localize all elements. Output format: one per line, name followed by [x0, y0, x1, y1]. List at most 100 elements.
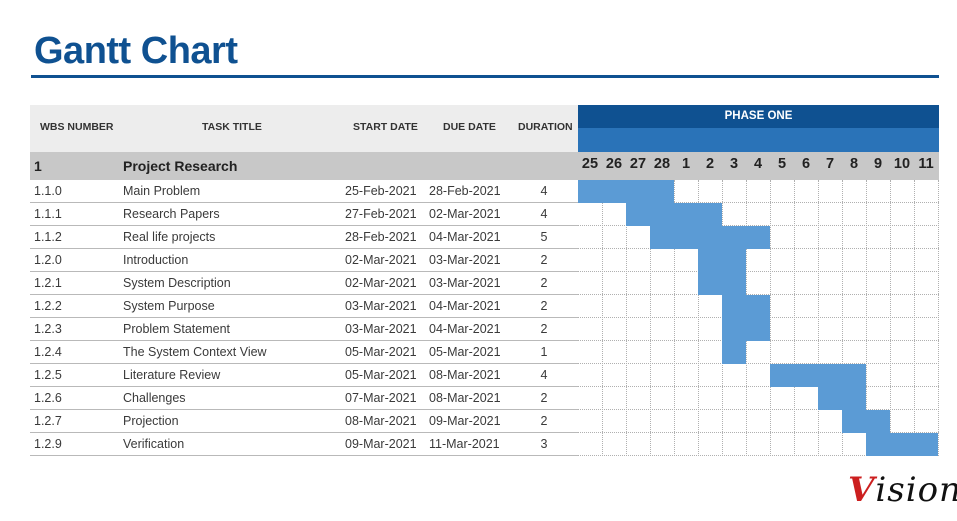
grid-line: [578, 363, 939, 364]
task-due-date: 11-Mar-2021: [429, 437, 500, 451]
task-title: Main Problem: [123, 184, 201, 198]
row-divider: [30, 432, 578, 433]
day-label: 6: [801, 156, 811, 172]
gantt-bar-cell: [650, 226, 674, 249]
task-title: Projection: [123, 414, 179, 428]
task-start-date: 27-Feb-2021: [345, 207, 417, 221]
gantt-bar-cell: [698, 272, 722, 295]
task-duration: 2: [540, 322, 548, 336]
section-title: Project Research: [123, 158, 238, 174]
day-label: 1: [681, 156, 691, 172]
grid-line: [818, 180, 819, 456]
task-due-date: 08-Mar-2021: [429, 368, 501, 382]
day-label: 9: [873, 156, 883, 172]
task-duration: 4: [540, 207, 548, 221]
row-divider: [30, 340, 578, 341]
grid-line: [890, 180, 891, 456]
task-title: System Description: [123, 276, 231, 290]
task-start-date: 28-Feb-2021: [345, 230, 417, 244]
gantt-bar-cell: [842, 410, 866, 433]
gantt-bar-cell: [914, 433, 938, 456]
gantt-bar-cell: [746, 318, 770, 341]
gantt-bar-cell: [770, 364, 794, 387]
task-title: Verification: [123, 437, 185, 451]
day-label: 26: [605, 156, 623, 172]
gantt-bar-cell: [698, 203, 722, 226]
grid-line: [602, 180, 603, 456]
gantt-bar-cell: [626, 180, 650, 203]
day-label: 25: [581, 156, 599, 172]
task-wbs: 1.2.7: [34, 414, 62, 428]
task-duration: 2: [540, 299, 548, 313]
task-title: Real life projects: [123, 230, 216, 244]
gantt-bar-cell: [818, 387, 842, 410]
grid-line: [578, 294, 939, 295]
grid-line: [578, 225, 939, 226]
task-due-date: 02-Mar-2021: [429, 207, 501, 221]
grid-line: [938, 180, 939, 456]
gantt-bar-cell: [674, 226, 698, 249]
grid-line: [866, 180, 867, 456]
row-divider: [30, 202, 578, 203]
gantt-bar-cell: [578, 180, 602, 203]
task-duration: 4: [540, 368, 548, 382]
task-due-date: 04-Mar-2021: [429, 230, 501, 244]
gantt-bar-cell: [722, 226, 746, 249]
task-wbs: 1.2.9: [34, 437, 62, 451]
row-divider: [30, 317, 578, 318]
task-due-date: 04-Mar-2021: [429, 299, 501, 313]
gantt-bar-cell: [746, 226, 770, 249]
grid-line: [914, 180, 915, 456]
header-task-title: TASK TITLE: [202, 121, 262, 133]
row-divider: [30, 455, 578, 456]
task-start-date: 02-Mar-2021: [345, 253, 417, 267]
row-divider: [30, 271, 578, 272]
gantt-bar-cell: [650, 203, 674, 226]
gantt-bar-cell: [722, 272, 746, 295]
task-start-date: 05-Mar-2021: [345, 368, 417, 382]
row-divider: [30, 225, 578, 226]
day-label: 11: [918, 156, 934, 172]
gantt-bar-cell: [674, 203, 698, 226]
section-row: 1 Project Research: [30, 152, 939, 180]
task-duration: 2: [540, 276, 548, 290]
gantt-bar-cell: [722, 341, 746, 364]
task-wbs: 1.2.5: [34, 368, 62, 382]
day-label: 10: [893, 156, 911, 172]
grid-line: [842, 180, 843, 456]
task-start-date: 03-Mar-2021: [345, 322, 417, 336]
task-due-date: 04-Mar-2021: [429, 322, 501, 336]
task-wbs: 1.1.1: [34, 207, 62, 221]
gantt-bar-cell: [866, 433, 890, 456]
header-due-date: DUE DATE: [443, 121, 496, 133]
title-underline: [31, 75, 939, 78]
task-due-date: 03-Mar-2021: [429, 276, 501, 290]
gantt-bar-cell: [602, 180, 626, 203]
task-duration: 3: [540, 437, 548, 451]
grid-line: [770, 180, 771, 456]
grid-line: [650, 180, 651, 456]
vision-logo: Vision: [848, 470, 957, 510]
task-title: The System Context View: [123, 345, 267, 359]
gantt-bar-cell: [890, 433, 914, 456]
section-number: 1: [34, 158, 42, 174]
gantt-bar-cell: [794, 364, 818, 387]
day-label: 8: [849, 156, 859, 172]
gantt-bar-cell: [866, 410, 890, 433]
task-wbs: 1.2.2: [34, 299, 62, 313]
task-start-date: 07-Mar-2021: [345, 391, 417, 405]
header-duration: DURATION: [518, 121, 573, 133]
gantt-bar-cell: [698, 249, 722, 272]
task-due-date: 05-Mar-2021: [429, 345, 501, 359]
row-divider: [30, 409, 578, 410]
task-start-date: 03-Mar-2021: [345, 299, 417, 313]
day-label: 28: [653, 156, 671, 172]
page-title: Gantt Chart: [34, 30, 238, 72]
task-due-date: 03-Mar-2021: [429, 253, 501, 267]
gantt-chart: WBS NUMBER TASK TITLE START DATE DUE DAT…: [30, 105, 939, 456]
task-title: System Purpose: [123, 299, 215, 313]
gantt-bar-cell: [842, 387, 866, 410]
gantt-bar-cell: [722, 295, 746, 318]
gantt-bar-cell: [650, 180, 674, 203]
task-wbs: 1.2.0: [34, 253, 62, 267]
